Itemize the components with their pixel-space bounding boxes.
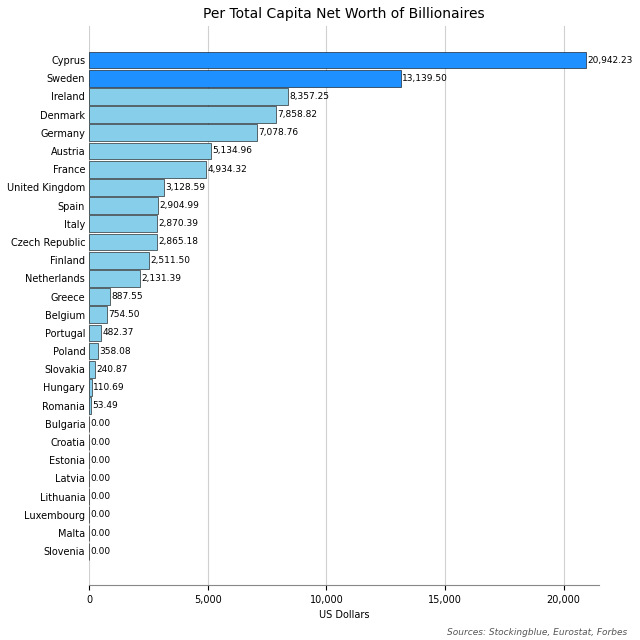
Text: 240.87: 240.87: [97, 365, 128, 374]
X-axis label: US Dollars: US Dollars: [319, 611, 369, 620]
Bar: [90, 361, 95, 378]
Text: 0.00: 0.00: [91, 419, 111, 428]
Bar: [90, 88, 287, 105]
Text: 0.00: 0.00: [91, 474, 111, 483]
Bar: [90, 288, 111, 305]
Bar: [90, 197, 158, 214]
Text: 20,942.23: 20,942.23: [588, 56, 633, 65]
Text: 4,934.32: 4,934.32: [208, 164, 248, 173]
Bar: [90, 234, 157, 250]
Text: 358.08: 358.08: [99, 347, 131, 356]
Bar: [90, 179, 164, 196]
Text: 8,357.25: 8,357.25: [289, 92, 329, 101]
Bar: [90, 252, 149, 269]
Bar: [90, 143, 211, 159]
Text: 2,131.39: 2,131.39: [141, 274, 181, 283]
Bar: [90, 52, 586, 68]
Bar: [90, 397, 91, 414]
Text: 2,865.18: 2,865.18: [159, 237, 199, 246]
Text: 754.50: 754.50: [109, 310, 140, 319]
Text: 7,078.76: 7,078.76: [259, 128, 299, 138]
Text: 887.55: 887.55: [112, 292, 143, 301]
Title: Per Total Capita Net Worth of Billionaires: Per Total Capita Net Worth of Billionair…: [204, 7, 485, 21]
Text: 53.49: 53.49: [92, 401, 118, 410]
Text: 13,139.50: 13,139.50: [403, 74, 448, 83]
Text: 0.00: 0.00: [91, 510, 111, 519]
Text: 2,511.50: 2,511.50: [150, 255, 190, 265]
Text: 7,858.82: 7,858.82: [277, 110, 317, 119]
Text: 110.69: 110.69: [93, 383, 125, 392]
Bar: [90, 270, 140, 287]
Text: 0.00: 0.00: [91, 492, 111, 501]
Bar: [90, 106, 276, 123]
Text: Sources: Stockingblue, Eurostat, Forbes: Sources: Stockingblue, Eurostat, Forbes: [447, 628, 627, 637]
Bar: [90, 216, 157, 232]
Text: 0.00: 0.00: [91, 438, 111, 447]
Bar: [90, 307, 108, 323]
Text: 5,134.96: 5,134.96: [212, 147, 253, 156]
Text: 0.00: 0.00: [91, 547, 111, 556]
Text: 482.37: 482.37: [102, 328, 134, 337]
Text: 2,870.39: 2,870.39: [159, 220, 199, 228]
Bar: [90, 70, 401, 86]
Text: 0.00: 0.00: [91, 529, 111, 538]
Text: 2,904.99: 2,904.99: [159, 201, 200, 210]
Bar: [90, 343, 98, 360]
Text: 0.00: 0.00: [91, 456, 111, 465]
Bar: [90, 379, 92, 396]
Bar: [90, 324, 100, 341]
Text: 3,128.59: 3,128.59: [165, 183, 205, 192]
Bar: [90, 124, 257, 141]
Bar: [90, 161, 206, 177]
